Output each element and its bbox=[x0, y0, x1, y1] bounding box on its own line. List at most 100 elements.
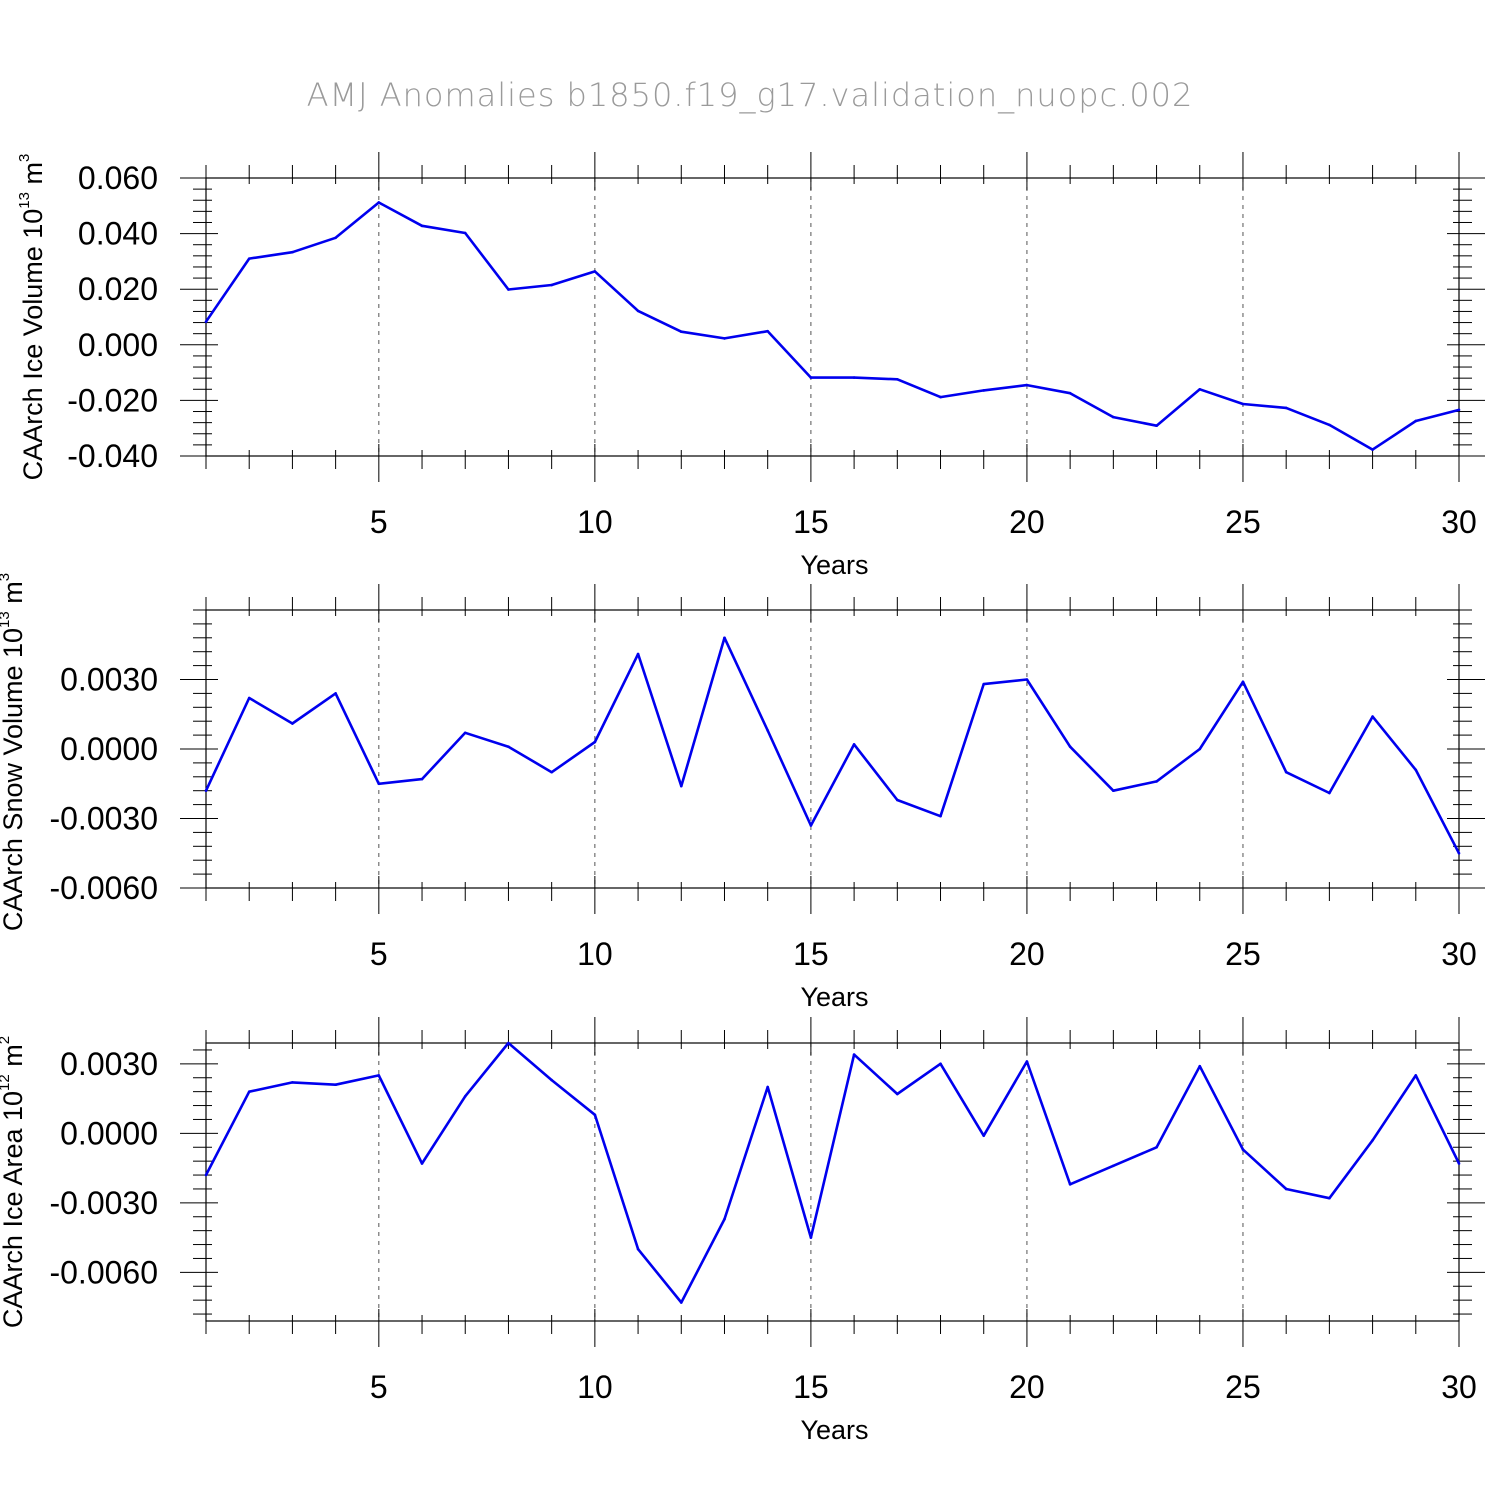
data-point bbox=[723, 1217, 726, 1221]
data-point bbox=[809, 824, 813, 827]
data-point bbox=[593, 740, 597, 744]
data-point bbox=[593, 1113, 597, 1117]
x-tick-label: 25 bbox=[1225, 1369, 1261, 1405]
data-point bbox=[852, 743, 856, 746]
data-point bbox=[550, 1078, 553, 1082]
data-point bbox=[1457, 408, 1461, 412]
data-point bbox=[204, 1173, 208, 1177]
data-point bbox=[463, 1094, 467, 1098]
y-tick-label: -0.0060 bbox=[49, 870, 158, 906]
data-point bbox=[291, 1081, 294, 1084]
y-axis-label-exponent: 13 bbox=[0, 611, 13, 628]
data-point bbox=[679, 330, 683, 334]
data-point bbox=[291, 722, 294, 725]
y-tick-label: -0.0060 bbox=[49, 1254, 158, 1290]
data-point bbox=[679, 784, 683, 788]
x-axis-label: Years bbox=[800, 1415, 868, 1445]
data-point bbox=[1457, 1162, 1461, 1165]
data-point bbox=[852, 376, 856, 379]
x-tick-label: 30 bbox=[1441, 1369, 1477, 1405]
data-point bbox=[982, 682, 986, 686]
data-point bbox=[1328, 423, 1331, 427]
data-point bbox=[550, 283, 553, 287]
series-line bbox=[204, 201, 1460, 451]
data-point bbox=[896, 1092, 899, 1096]
y-tick-label: 0.020 bbox=[78, 271, 158, 307]
panel-3: 0.0030 0.0000 -0.0030 -0.0060 5 10 15 20 25 30 Yea… bbox=[0, 1017, 1485, 1445]
y-axis-label-text: m bbox=[0, 1044, 28, 1074]
data-point bbox=[636, 652, 640, 656]
data-point bbox=[1284, 406, 1288, 410]
x-tick-label: 15 bbox=[793, 1369, 829, 1405]
y-axis-label-text: CAArch Ice Volume 10 bbox=[18, 209, 48, 481]
data-point bbox=[1112, 415, 1115, 419]
y-axis-label-exponent: 12 bbox=[0, 1074, 13, 1091]
y-axis-label: CAArch Ice Area 1012 m2 bbox=[0, 1036, 28, 1328]
data-point bbox=[766, 1085, 769, 1089]
panels: 0.060 0.040 0.020 0.000 -0.020 -0.040 5 10 15 20 2… bbox=[0, 152, 1485, 1445]
data-point bbox=[420, 1162, 424, 1165]
data-point bbox=[1371, 1139, 1374, 1142]
data-point bbox=[1371, 715, 1374, 718]
data-point bbox=[1241, 680, 1245, 684]
y-axis-label-exponent: 2 bbox=[0, 1036, 13, 1044]
data-point bbox=[1025, 1060, 1029, 1063]
data-point bbox=[1025, 678, 1029, 681]
data-point bbox=[1198, 1064, 1202, 1068]
data-point bbox=[809, 376, 813, 379]
data-point bbox=[723, 337, 726, 340]
data-point bbox=[334, 236, 337, 240]
x-tick-label: 10 bbox=[577, 936, 613, 972]
plot-frame bbox=[205, 1042, 1460, 1322]
y-axis-label: CAArch Ice Volume 1013 m3 bbox=[16, 154, 48, 481]
x-tick-label: 15 bbox=[793, 936, 829, 972]
data-point bbox=[377, 782, 381, 786]
data-point bbox=[1284, 770, 1288, 774]
data-point bbox=[507, 745, 510, 748]
series-line bbox=[204, 1041, 1461, 1304]
data-point bbox=[939, 395, 942, 399]
plot-frame bbox=[205, 609, 1460, 889]
y-tick-label: 0.0030 bbox=[60, 662, 158, 698]
data-point bbox=[1414, 1074, 1418, 1077]
data-point bbox=[939, 814, 942, 818]
data-point bbox=[1371, 448, 1374, 451]
data-point bbox=[204, 320, 208, 324]
data-point bbox=[636, 1247, 640, 1251]
data-point bbox=[1284, 1187, 1288, 1191]
data-point bbox=[1414, 419, 1418, 423]
x-tick-label: 25 bbox=[1225, 936, 1261, 972]
data-point bbox=[1328, 791, 1331, 795]
data-point bbox=[291, 250, 294, 254]
y-tick-label: -0.0030 bbox=[49, 801, 158, 837]
data-point bbox=[1112, 789, 1115, 792]
data-point bbox=[1241, 402, 1245, 406]
data-point bbox=[1068, 1183, 1072, 1186]
x-tick-label: 5 bbox=[370, 1369, 388, 1405]
chart-title: AMJ Anomalies b1850.f19_g17.validation_n… bbox=[307, 76, 1194, 114]
data-point bbox=[593, 270, 597, 273]
y-tick-label: 0.0000 bbox=[60, 731, 158, 767]
y-tick-label: 0.0030 bbox=[60, 1046, 158, 1082]
data-point bbox=[1155, 1145, 1158, 1149]
data-point bbox=[766, 329, 769, 333]
y-tick-label: 0.040 bbox=[78, 216, 158, 252]
y-axis-label-text: CAArch Ice Area 10 bbox=[0, 1091, 28, 1328]
data-point bbox=[463, 231, 467, 235]
x-tick-label: 30 bbox=[1441, 504, 1477, 540]
y-axis-label-exponent: 13 bbox=[16, 192, 33, 209]
data-point bbox=[1328, 1196, 1331, 1200]
data-point bbox=[896, 798, 899, 802]
data-point bbox=[1155, 424, 1158, 427]
x-tick-label: 25 bbox=[1225, 504, 1261, 540]
data-point bbox=[636, 309, 640, 313]
y-axis-label-exponent: 3 bbox=[0, 573, 13, 581]
data-point bbox=[204, 789, 208, 792]
x-tick-label: 20 bbox=[1009, 936, 1045, 972]
y-tick-label: 0.000 bbox=[78, 327, 158, 363]
panel-1: 0.060 0.040 0.020 0.000 -0.020 -0.040 5 10 15 20 2… bbox=[16, 152, 1485, 580]
data-point bbox=[550, 770, 553, 774]
data-point bbox=[334, 692, 337, 695]
y-axis-label-text: m bbox=[18, 162, 48, 192]
